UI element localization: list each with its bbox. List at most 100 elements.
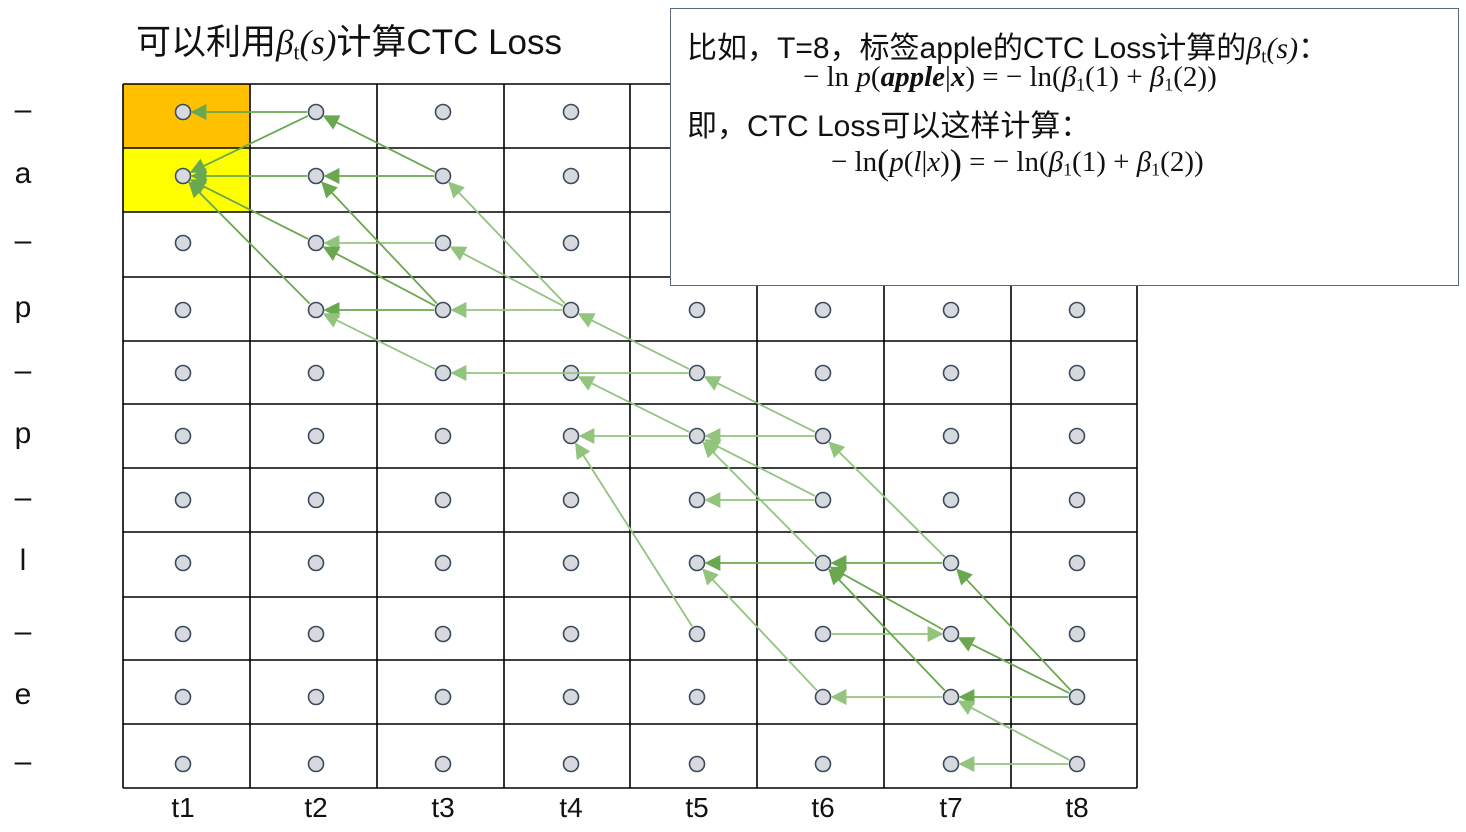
row-label: –	[14, 93, 32, 126]
lattice-node	[434, 554, 452, 572]
lattice-node	[434, 755, 452, 773]
beta-transition-arrow	[322, 246, 436, 307]
lattice-node	[174, 103, 192, 121]
eq2-beta-a-arg: (1) +	[1072, 146, 1137, 179]
row-label: e	[14, 678, 32, 711]
lattice-node	[1068, 688, 1086, 706]
row-label: a	[14, 157, 32, 190]
title-beta-arg: (s)	[299, 23, 337, 62]
eq1-beta-b: β	[1149, 61, 1165, 93]
eq1-word-apple: apple	[880, 61, 946, 93]
title-prefix: 可以利用	[136, 23, 277, 62]
lattice-node	[688, 554, 706, 572]
lattice-node	[307, 364, 325, 382]
lattice-node	[307, 103, 325, 121]
lattice-node	[562, 167, 580, 185]
explanation-colon: ：	[1298, 32, 1329, 65]
eq1-x: x	[950, 61, 966, 93]
lattice-node	[174, 491, 192, 509]
eq1-bar: |	[945, 61, 951, 93]
eq2-open-paren: (	[903, 146, 914, 179]
row-label: l	[19, 544, 27, 577]
eq1-beta-a-arg: (1) +	[1085, 61, 1150, 93]
lattice-node	[562, 427, 580, 445]
lattice-node	[688, 491, 706, 509]
eq1-neg-ln: − ln	[803, 61, 857, 93]
eq1-beta-b-sub: 1	[1164, 74, 1174, 95]
eq1-beta-a: β	[1061, 61, 1077, 93]
lattice-node	[942, 491, 960, 509]
lattice-node	[942, 625, 960, 643]
beta-transition-arrow	[577, 313, 690, 370]
beta-transition-arrow	[448, 181, 566, 305]
lattice-node	[942, 688, 960, 706]
beta-transition-arrow	[828, 441, 946, 558]
eq1-p: p	[856, 61, 871, 93]
title-suffix: 计算CTC Loss	[336, 23, 563, 62]
lattice-node	[434, 103, 452, 121]
column-label: t1	[171, 792, 195, 823]
lattice-node	[307, 755, 325, 773]
lattice-node	[688, 688, 706, 706]
beta-transition-arrow	[189, 179, 309, 240]
column-label: t7	[939, 792, 963, 823]
column-label: t2	[304, 792, 328, 823]
lattice-node	[814, 427, 832, 445]
row-label: p	[14, 417, 32, 450]
explanation-beta-subscript: t	[1261, 46, 1267, 68]
eq2-close-paren: )	[940, 146, 950, 179]
lattice-node	[1068, 364, 1086, 382]
lattice-node	[307, 234, 325, 252]
lattice-node	[307, 491, 325, 509]
row-label: –	[14, 615, 32, 648]
equation-apple: − ln p(apple|x) = − ln(β1(1) + β1(2))	[803, 61, 1217, 95]
lattice-node	[307, 427, 325, 445]
lattice-node	[1068, 554, 1086, 572]
title-beta-subscript: t	[293, 40, 300, 65]
beta-transition-arrow	[577, 376, 690, 433]
eq2-beta-b-arg: (2))	[1160, 146, 1204, 179]
eq2-equals-neg-ln: = − ln(	[961, 146, 1049, 179]
beta-transition-arrow	[188, 181, 311, 305]
lattice-node	[434, 427, 452, 445]
row-label: –	[14, 745, 32, 778]
title-beta-symbol: β	[276, 23, 294, 62]
lattice-node	[174, 625, 192, 643]
lattice-node	[942, 554, 960, 572]
lattice-node	[174, 167, 192, 185]
beta-transition-arrow	[703, 439, 816, 497]
explanation-line-3: 即，CTC Loss可以这样计算：	[687, 110, 1091, 143]
eq2-x: x	[927, 146, 941, 179]
beta-transition-arrow	[828, 568, 946, 692]
lattice-node	[434, 234, 452, 252]
lattice-node	[174, 234, 192, 252]
lattice-node	[434, 625, 452, 643]
lattice-node	[688, 625, 706, 643]
lattice-node	[307, 688, 325, 706]
row-label: –	[14, 224, 32, 257]
page-title: 可以利用βt(s)计算CTC Loss	[136, 14, 562, 65]
lattice-node	[814, 364, 832, 382]
lattice-node	[174, 554, 192, 572]
lattice-node	[562, 491, 580, 509]
lattice-node	[434, 167, 452, 185]
beta-transition-arrow	[574, 442, 693, 627]
lattice-node	[814, 688, 832, 706]
eq2-neg-ln: − ln	[831, 146, 878, 179]
beta-transition-arrow	[702, 568, 818, 692]
lattice-node	[814, 554, 832, 572]
lattice-node	[562, 688, 580, 706]
lattice-node	[174, 688, 192, 706]
beta-transition-arrow	[956, 568, 1072, 692]
lattice-node	[562, 103, 580, 121]
eq2-big-open: (	[877, 142, 890, 182]
column-label: t4	[559, 792, 583, 823]
beta-transition-arrow	[703, 376, 816, 433]
eq1-close-paren: )	[965, 61, 976, 93]
lattice-node	[814, 625, 832, 643]
explanation-beta-symbol: β	[1246, 32, 1262, 65]
beta-transition-arrow	[957, 700, 1070, 761]
lattice-node	[174, 364, 192, 382]
column-label: t6	[811, 792, 835, 823]
